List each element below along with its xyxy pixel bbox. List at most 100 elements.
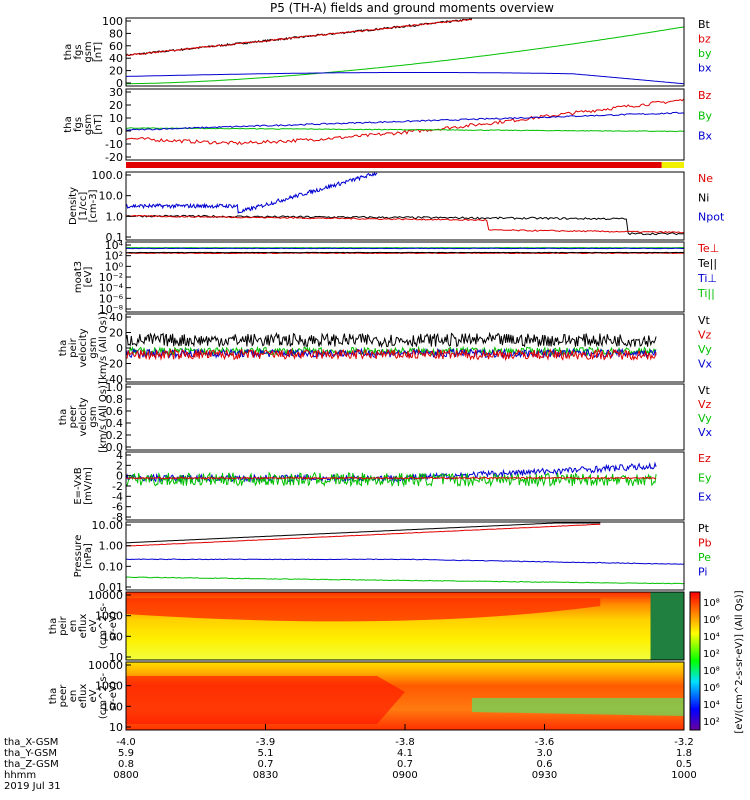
y-tick-label: 10.0: [99, 190, 124, 203]
ylabel-line: E=-VxB: [73, 467, 84, 504]
ylabel-line: [nT]: [93, 42, 104, 62]
y-tick-label: 0.6: [106, 405, 124, 418]
colorbar-label: [eV/(cm^2-s-sr-eV)] (All Qs)]: [734, 590, 745, 733]
y-tick-label: -4: [112, 490, 123, 503]
y-tick-label: 10000: [88, 659, 123, 672]
bx-comp-series: [125, 111, 685, 131]
x-tick-label: -3.6: [535, 737, 555, 748]
ylabel-line: [1/cc]: [78, 192, 89, 221]
y-tick-label: 1.00: [99, 540, 124, 553]
ylabel-line: tha: [63, 44, 74, 60]
y-tick-label: 60: [109, 40, 123, 53]
y-tick-label: 10⁰: [105, 260, 124, 273]
y-tick-label: 10.00: [92, 519, 124, 532]
y-tick-label: 0.10: [99, 560, 124, 573]
legend-vy: Vy: [698, 343, 712, 356]
legend-bx: Bx: [698, 130, 713, 143]
ylabel-line: gsm: [83, 114, 94, 135]
x-tick-label: 0.6: [537, 759, 553, 770]
status-bar-yellow: [661, 162, 684, 168]
ylabel-line: velocity: [78, 328, 89, 367]
panel-ylabel: thapeirenefluxeV(cm^2-s-sr-eV): [48, 602, 119, 649]
panel-ylabel: moat3[eV]: [73, 261, 94, 293]
y-tick-label: 10⁴: [105, 239, 124, 252]
y-tick-label: 100: [102, 700, 123, 713]
x-tick-label: -3.2: [674, 737, 694, 748]
ylabel-line: [nT]: [93, 114, 104, 134]
legend-bz: bz: [698, 33, 711, 46]
legend-vy: Vy: [698, 412, 712, 425]
legend-ex: Ex: [698, 491, 712, 504]
ylabel-line: tha: [58, 340, 69, 356]
y-tick-label: 10: [109, 721, 123, 734]
ylabel-line: [nPa]: [83, 543, 94, 569]
colorbar-tick-label: 10⁴: [703, 700, 720, 711]
legend-npot: Npot: [698, 211, 725, 224]
y-tick-label: 1000: [95, 680, 123, 693]
x-tick-label: 0830: [253, 770, 278, 781]
peir-spectrogram-hot-band: [126, 598, 601, 622]
x-tick-label: -3.9: [256, 737, 276, 748]
legend-ez: Ez: [698, 452, 711, 465]
y-tick-label: 0.8: [106, 393, 124, 406]
y-tick-label: 100: [102, 15, 123, 28]
panel-ylabel: thapeerenefluxeV(cm^2-s-sr-eV): [48, 672, 119, 719]
panel-ylabel: thafgsgsm[nT]: [63, 41, 104, 62]
panel-frame: [125, 17, 685, 87]
y-tick-label: -40: [105, 373, 123, 386]
y-tick-label: 10⁻²: [99, 271, 123, 284]
x-tick-label: 1.8: [676, 748, 692, 759]
x-row-label: tha_Y-GSM: [4, 748, 57, 759]
x-tick-label: 0930: [532, 770, 557, 781]
y-tick-label: 30: [109, 86, 123, 99]
legend-te: Te⊥: [697, 242, 719, 255]
y-tick-label: 0.2: [106, 429, 124, 442]
ylabel-line: eV: [88, 619, 99, 632]
panel-frame: [125, 451, 685, 521]
y-tick-label: 2: [116, 459, 123, 472]
x-tick-label: -3.8: [395, 737, 415, 748]
x-tick-label: 0900: [392, 770, 417, 781]
pe-series: [125, 576, 685, 585]
y-tick-label: 1.0: [106, 210, 124, 223]
panel-density: 100.0 10.0 1.0 0.1 Density[1/cc][cm-3] Ne Ni Np…: [68, 169, 725, 244]
ylabel-line: [km/s (All Qs)]: [98, 312, 109, 384]
panel-ylabel: Pressure[nPa]: [73, 535, 94, 578]
panel-frame: [125, 171, 685, 241]
ylabel-line: peer: [58, 684, 69, 708]
panel-frame: [125, 383, 685, 451]
legend-vx: Vx: [698, 358, 713, 371]
ylabel-line: eV: [88, 689, 99, 702]
ylabel-line: gsm: [88, 406, 99, 427]
legend-te: Te||: [697, 257, 717, 270]
x-row-label: hhmm: [4, 770, 36, 781]
panel-efield: 420-2-4-6-8 E=-VxB[mV/m] Ez Ey Ex: [73, 449, 712, 524]
colorbar: 10⁸ 10⁶ 10⁴ 10² 10⁸ 10⁶ 10⁴ 10² [eV/(cm^2-s-sr-e…: [689, 590, 745, 734]
ylabel-line: sr-eV): [108, 611, 119, 640]
panel-peir_spec: 10000 1000 100 10 thapeirenefluxeV(cm^2-s-sr…: [48, 589, 685, 664]
legend-vz: Vz: [698, 398, 712, 411]
legend-vt: Vt: [698, 314, 711, 327]
x-row-label: 2019 Jul 31: [4, 781, 61, 792]
legend-vt: Vt: [698, 384, 711, 397]
y-tick-label: 4: [116, 449, 123, 462]
ylabel-line: [eV]: [83, 267, 94, 288]
bx-series: [126, 72, 685, 85]
ylabel-line: [cm-3]: [88, 189, 99, 222]
panel-peer_vel: 1.00.80.60.40.20.0thapeervelocitygsm[km/…: [58, 381, 713, 454]
ylabel-line: velocity: [78, 397, 89, 436]
y-tick-label: 20: [109, 327, 123, 340]
colorbar-tick-label: 10⁸: [703, 598, 720, 609]
ylabel-line: Density: [68, 187, 79, 225]
y-tick-label: 10000: [88, 589, 123, 602]
y-tick-label: 1.0: [106, 381, 124, 394]
pt-series: [125, 522, 601, 544]
pi-series: [125, 558, 685, 565]
y-tick-label: 100: [102, 630, 123, 643]
y-tick-label: 40: [109, 311, 123, 324]
panel-frame: [125, 591, 685, 661]
legend-bz: Bz: [698, 89, 712, 102]
